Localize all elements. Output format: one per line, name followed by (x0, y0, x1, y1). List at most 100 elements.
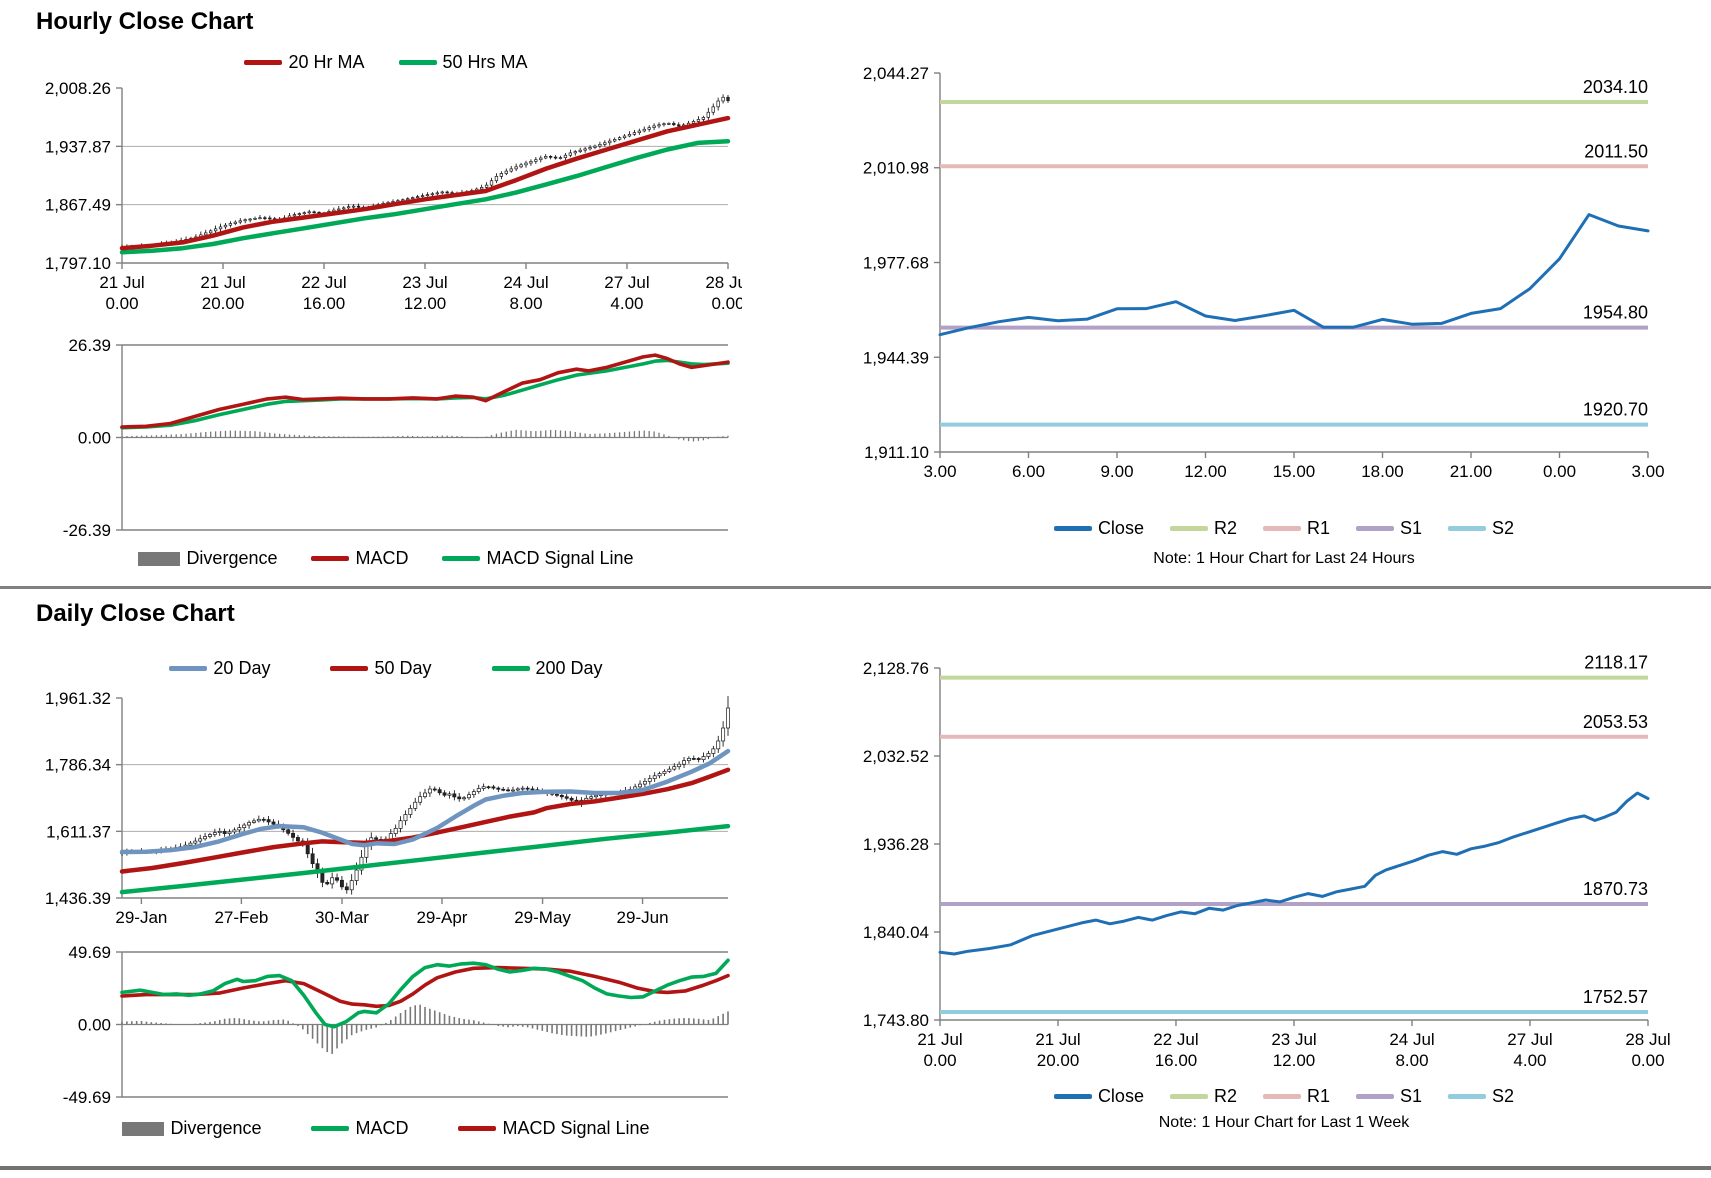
svg-text:0.00: 0.00 (105, 294, 138, 310)
legend-box-swatch (138, 551, 181, 566)
svg-text:49.69: 49.69 (68, 943, 111, 962)
legend-item: S1 (1356, 518, 1422, 539)
svg-text:2,008.26: 2,008.26 (45, 79, 111, 98)
svg-text:4.00: 4.00 (1513, 1051, 1546, 1070)
legend-label: MACD Signal Line (486, 548, 634, 568)
svg-text:1,743.80: 1,743.80 (863, 1011, 929, 1030)
weekly-pivot-chart: 2,128.76 2,032.52 1,936.28 1,840.04 1,743.80… (860, 630, 1708, 1078)
legend-label: MACD (355, 1118, 409, 1138)
svg-text:1870.73: 1870.73 (1583, 879, 1648, 899)
legend-label: R2 (1213, 518, 1237, 538)
daily-macd-legend: Divergence MACD MACD Signal Line (30, 1118, 742, 1139)
svg-text:24 Jul: 24 Jul (503, 273, 548, 292)
svg-text:8.00: 8.00 (1395, 1051, 1428, 1070)
svg-text:2034.10: 2034.10 (1583, 77, 1648, 97)
legend-line-swatch (458, 1126, 497, 1131)
svg-text:2,032.52: 2,032.52 (863, 747, 929, 766)
legend-line-swatch (398, 60, 437, 65)
weekly-pivot-legend: Close R2 R1 S1 S2 (860, 1086, 1708, 1107)
svg-text:1920.70: 1920.70 (1583, 400, 1648, 420)
legend-item: 50 Day (330, 658, 432, 679)
legend-line-swatch (311, 556, 350, 561)
svg-text:1,911.10: 1,911.10 (864, 443, 929, 462)
svg-text:0.00: 0.00 (923, 1051, 956, 1070)
svg-text:23 Jul: 23 Jul (402, 273, 447, 292)
legend-label: S2 (1492, 1086, 1515, 1106)
svg-text:12.00: 12.00 (1273, 1051, 1316, 1070)
legend-line-swatch (1262, 1094, 1301, 1099)
svg-text:28 Jul: 28 Jul (1625, 1030, 1670, 1049)
hourly-section-title: Hourly Close Chart (36, 8, 254, 35)
svg-text:8.00: 8.00 (509, 294, 542, 310)
legend-line-swatch (1448, 1094, 1487, 1099)
legend-item: R2 (1169, 518, 1237, 539)
legend-box-swatch (122, 1121, 165, 1136)
svg-text:21 Jul: 21 Jul (1035, 1030, 1080, 1049)
hourly-macd-legend: Divergence MACD MACD Signal Line (30, 548, 742, 569)
svg-text:2053.53: 2053.53 (1583, 712, 1648, 732)
legend-item: 200 Day (491, 658, 603, 679)
legend-item: Close (1053, 518, 1144, 539)
svg-text:1,840.04: 1,840.04 (863, 923, 929, 942)
svg-text:21 Jul: 21 Jul (200, 273, 245, 292)
svg-text:2011.50: 2011.50 (1584, 141, 1648, 161)
legend-label: 20 Day (213, 658, 271, 678)
svg-text:0.00: 0.00 (1631, 1051, 1664, 1070)
legend-label: R2 (1213, 1086, 1237, 1106)
legend-line-swatch (1448, 526, 1487, 531)
svg-text:12.00: 12.00 (1184, 462, 1227, 481)
svg-text:1,936.28: 1,936.28 (863, 835, 929, 854)
svg-text:1,436.39: 1,436.39 (45, 889, 111, 908)
hourly-macd-chart: 26.39 0.00 -26.39 (30, 330, 742, 542)
legend-label: 50 Day (374, 658, 432, 678)
section-divider (0, 586, 1711, 589)
legend-line-swatch (1169, 1094, 1208, 1099)
svg-text:27 Jul: 27 Jul (1507, 1030, 1552, 1049)
legend-label: S1 (1400, 1086, 1423, 1106)
svg-text:21.00: 21.00 (1450, 462, 1493, 481)
svg-text:27 Jul: 27 Jul (604, 273, 649, 292)
legend-line-swatch (311, 1126, 350, 1131)
hourly-pivot-chart: 2,044.27 2,010.98 1,977.68 1,944.39 1,911.10… (860, 50, 1708, 495)
legend-line-swatch (1053, 1094, 1092, 1099)
legend-item: Close (1053, 1086, 1144, 1107)
svg-text:12.00: 12.00 (404, 294, 447, 310)
daily-section-title: Daily Close Chart (36, 600, 235, 627)
svg-text:16.00: 16.00 (1155, 1051, 1198, 1070)
svg-text:1,944.39: 1,944.39 (863, 348, 929, 367)
legend-line-swatch (244, 60, 283, 65)
svg-text:4.00: 4.00 (610, 294, 643, 310)
svg-text:21 Jul: 21 Jul (917, 1030, 962, 1049)
legend-label: R1 (1306, 1086, 1330, 1106)
legend-item: R1 (1262, 1086, 1330, 1107)
svg-text:0.00: 0.00 (78, 429, 111, 448)
svg-text:23 Jul: 23 Jul (1271, 1030, 1316, 1049)
legend-line-swatch (1356, 526, 1394, 531)
legend-line-swatch (1169, 526, 1208, 531)
svg-text:-26.39: -26.39 (63, 521, 111, 540)
svg-text:2,010.98: 2,010.98 (863, 159, 929, 178)
hourly-price-legend: 20 Hr MA 50 Hrs MA (30, 52, 742, 73)
legend-label: MACD (355, 548, 409, 568)
daily-macd-chart: 49.69 0.00 -49.69 (30, 940, 742, 1112)
legend-line-swatch (1053, 526, 1092, 531)
legend-line-swatch (169, 666, 208, 671)
legend-label: Divergence (186, 548, 278, 568)
svg-text:26.39: 26.39 (68, 336, 111, 355)
legend-label: MACD Signal Line (502, 1118, 650, 1138)
svg-text:1,797.10: 1,797.10 (45, 254, 111, 273)
legend-item: S2 (1448, 1086, 1514, 1107)
svg-text:1,961.32: 1,961.32 (45, 689, 111, 708)
svg-text:20.00: 20.00 (202, 294, 245, 310)
hourly-pivot-note: Note: 1 Hour Chart for Last 24 Hours (1153, 550, 1415, 567)
svg-text:21 Jul: 21 Jul (99, 273, 144, 292)
legend-item: R2 (1169, 1086, 1237, 1107)
svg-text:27-Feb: 27-Feb (214, 908, 268, 927)
svg-text:1,867.49: 1,867.49 (45, 196, 111, 215)
svg-text:1,611.37: 1,611.37 (46, 822, 111, 841)
svg-text:15.00: 15.00 (1273, 462, 1316, 481)
legend-line-swatch (442, 556, 481, 561)
svg-text:3.00: 3.00 (1631, 462, 1664, 481)
legend-item: MACD (311, 548, 408, 569)
svg-text:6.00: 6.00 (1012, 462, 1045, 481)
